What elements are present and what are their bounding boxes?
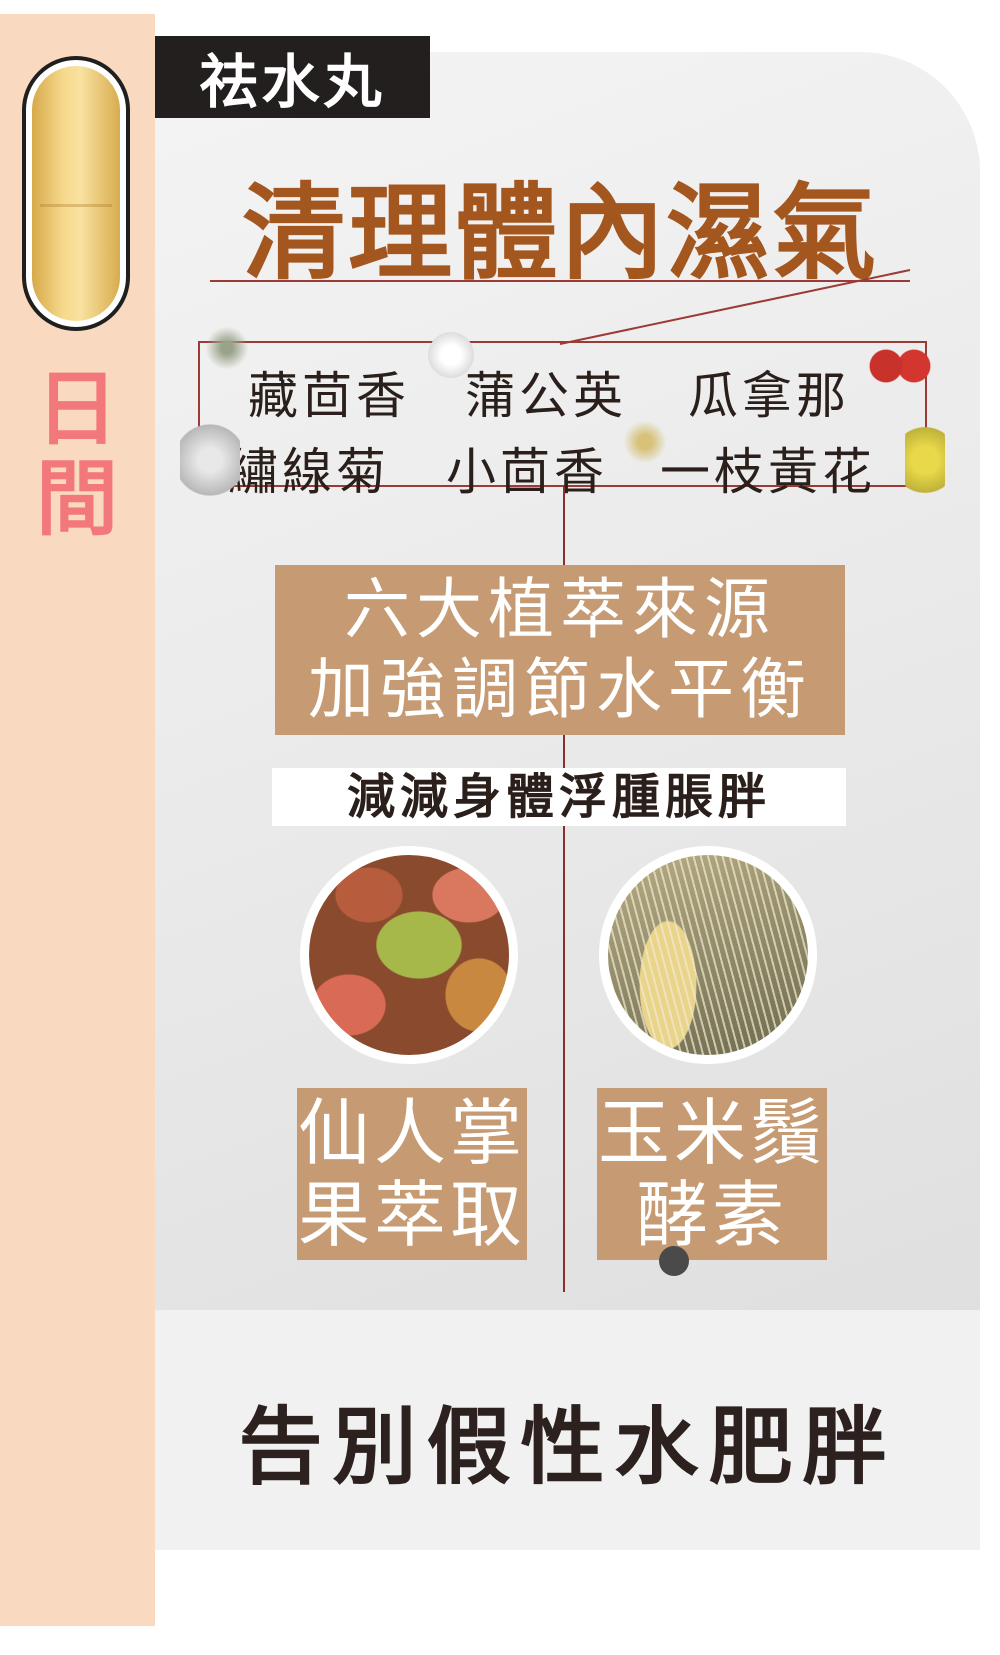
herb-dandelion: 蒲公英 <box>465 367 627 425</box>
herb-meadowsweet: 繡線菊 <box>228 443 390 501</box>
product-tag: 祛水丸 <box>155 36 430 118</box>
herb-goldenrod: 一枝黃花 <box>660 443 876 501</box>
capsule-icon <box>22 56 130 331</box>
sidebar: 日 間 <box>0 14 155 1626</box>
ingredient-2-line1: 玉米鬚 <box>597 1091 826 1175</box>
guarana-icon <box>865 346 935 386</box>
tagline: 告別假性水肥胖 <box>238 1398 897 1496</box>
period-line1: 日 <box>35 361 118 457</box>
corn-silk-image <box>599 846 817 1064</box>
period-line2: 間 <box>35 451 118 547</box>
caraway-icon <box>202 318 252 378</box>
prickly-pear-image <box>300 846 518 1064</box>
benefit-box: 六大植萃來源 加強調節水平衡 <box>275 565 845 735</box>
period-label: 日 間 <box>22 364 132 544</box>
herb-caraway: 藏茴香 <box>248 367 410 425</box>
meadowsweet-icon <box>180 410 240 510</box>
benefit-line2: 加強調節水平衡 <box>308 651 812 728</box>
page-title: 清理體內濕氣 <box>241 171 878 294</box>
title-divider <box>210 280 910 282</box>
dandelion-icon <box>428 332 474 378</box>
benefit-line1: 六大植萃來源 <box>344 571 776 648</box>
fennel-icon <box>615 422 675 462</box>
herb-fennel: 小茴香 <box>446 443 608 501</box>
ingredient-label-cactus: 仙人掌 果萃取 <box>297 1088 527 1260</box>
subline: 減減身體浮腫脹胖 <box>272 768 846 826</box>
ingredient-2-line2: 酵素 <box>635 1173 788 1257</box>
bullet-dot <box>659 1246 689 1276</box>
ingredient-1-line1: 仙人掌 <box>297 1091 526 1175</box>
herb-guarana: 瓜拿那 <box>688 367 850 425</box>
vertical-connector <box>563 487 565 1292</box>
diagonal-line <box>559 269 911 345</box>
goldenrod-icon <box>905 410 945 510</box>
ingredient-1-line2: 果萃取 <box>297 1173 526 1257</box>
ingredient-label-corn: 玉米鬚 酵素 <box>597 1088 827 1260</box>
